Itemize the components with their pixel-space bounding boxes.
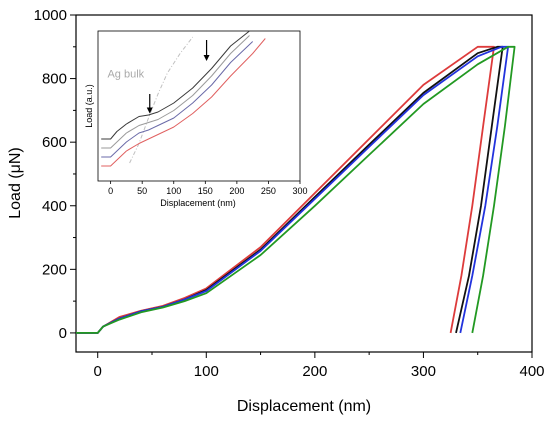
x-tick-label: 300 [411,363,436,380]
y-tick-label: 200 [42,261,67,278]
inset-x-tick-label: 150 [198,186,213,196]
inset-x-tick-label: 300 [292,186,307,196]
main-series-group [76,45,516,334]
inset-series-line-2 [101,35,250,149]
inset-annotations [146,40,210,114]
series-line-1 [76,45,495,334]
inset-x-tick-label: 200 [229,186,244,196]
x-tick-label: 100 [194,363,219,380]
y-axis-label: Load (μN) [7,147,24,218]
main-plot-frame [75,14,533,353]
inset-annotation-ag-bulk: Ag bulk [107,69,144,81]
inset-series-line-3 [101,41,254,158]
inset-plot-frame [97,30,301,182]
inset-arrow-head-1 [146,107,153,114]
inset-x-tick-label: 100 [166,186,181,196]
y-tick-label: 0 [59,325,67,342]
x-axis-label: Displacement (nm) [237,398,371,415]
inset-x-axis-label: Displacement (nm) [160,198,236,208]
y-tick-label: 800 [42,71,67,88]
inset-x-tick-label: 0 [108,186,113,196]
inset-y-axis-label: Load (a.u.) [84,84,94,128]
x-tick-label: 0 [94,363,102,380]
inset-series-line-1 [101,31,250,140]
inset-series-line-4 [101,38,266,167]
inset-x-tick-label: 50 [137,186,147,196]
y-tick-label: 1000 [34,7,67,24]
x-tick-label: 400 [519,363,544,380]
inset-background [98,31,300,181]
inset-series-group [101,31,266,167]
series-line-4 [76,45,516,334]
inset-arrow-head-2 [203,55,210,61]
inset-x-tick-label: 250 [261,186,276,196]
y-tick-label: 600 [42,134,67,151]
inset-axis-ticks: 0 50 100 150 200 250 300 [108,181,308,196]
x-tick-label: 200 [302,363,327,380]
y-tick-label: 400 [42,198,67,215]
series-line-3 [76,45,510,334]
